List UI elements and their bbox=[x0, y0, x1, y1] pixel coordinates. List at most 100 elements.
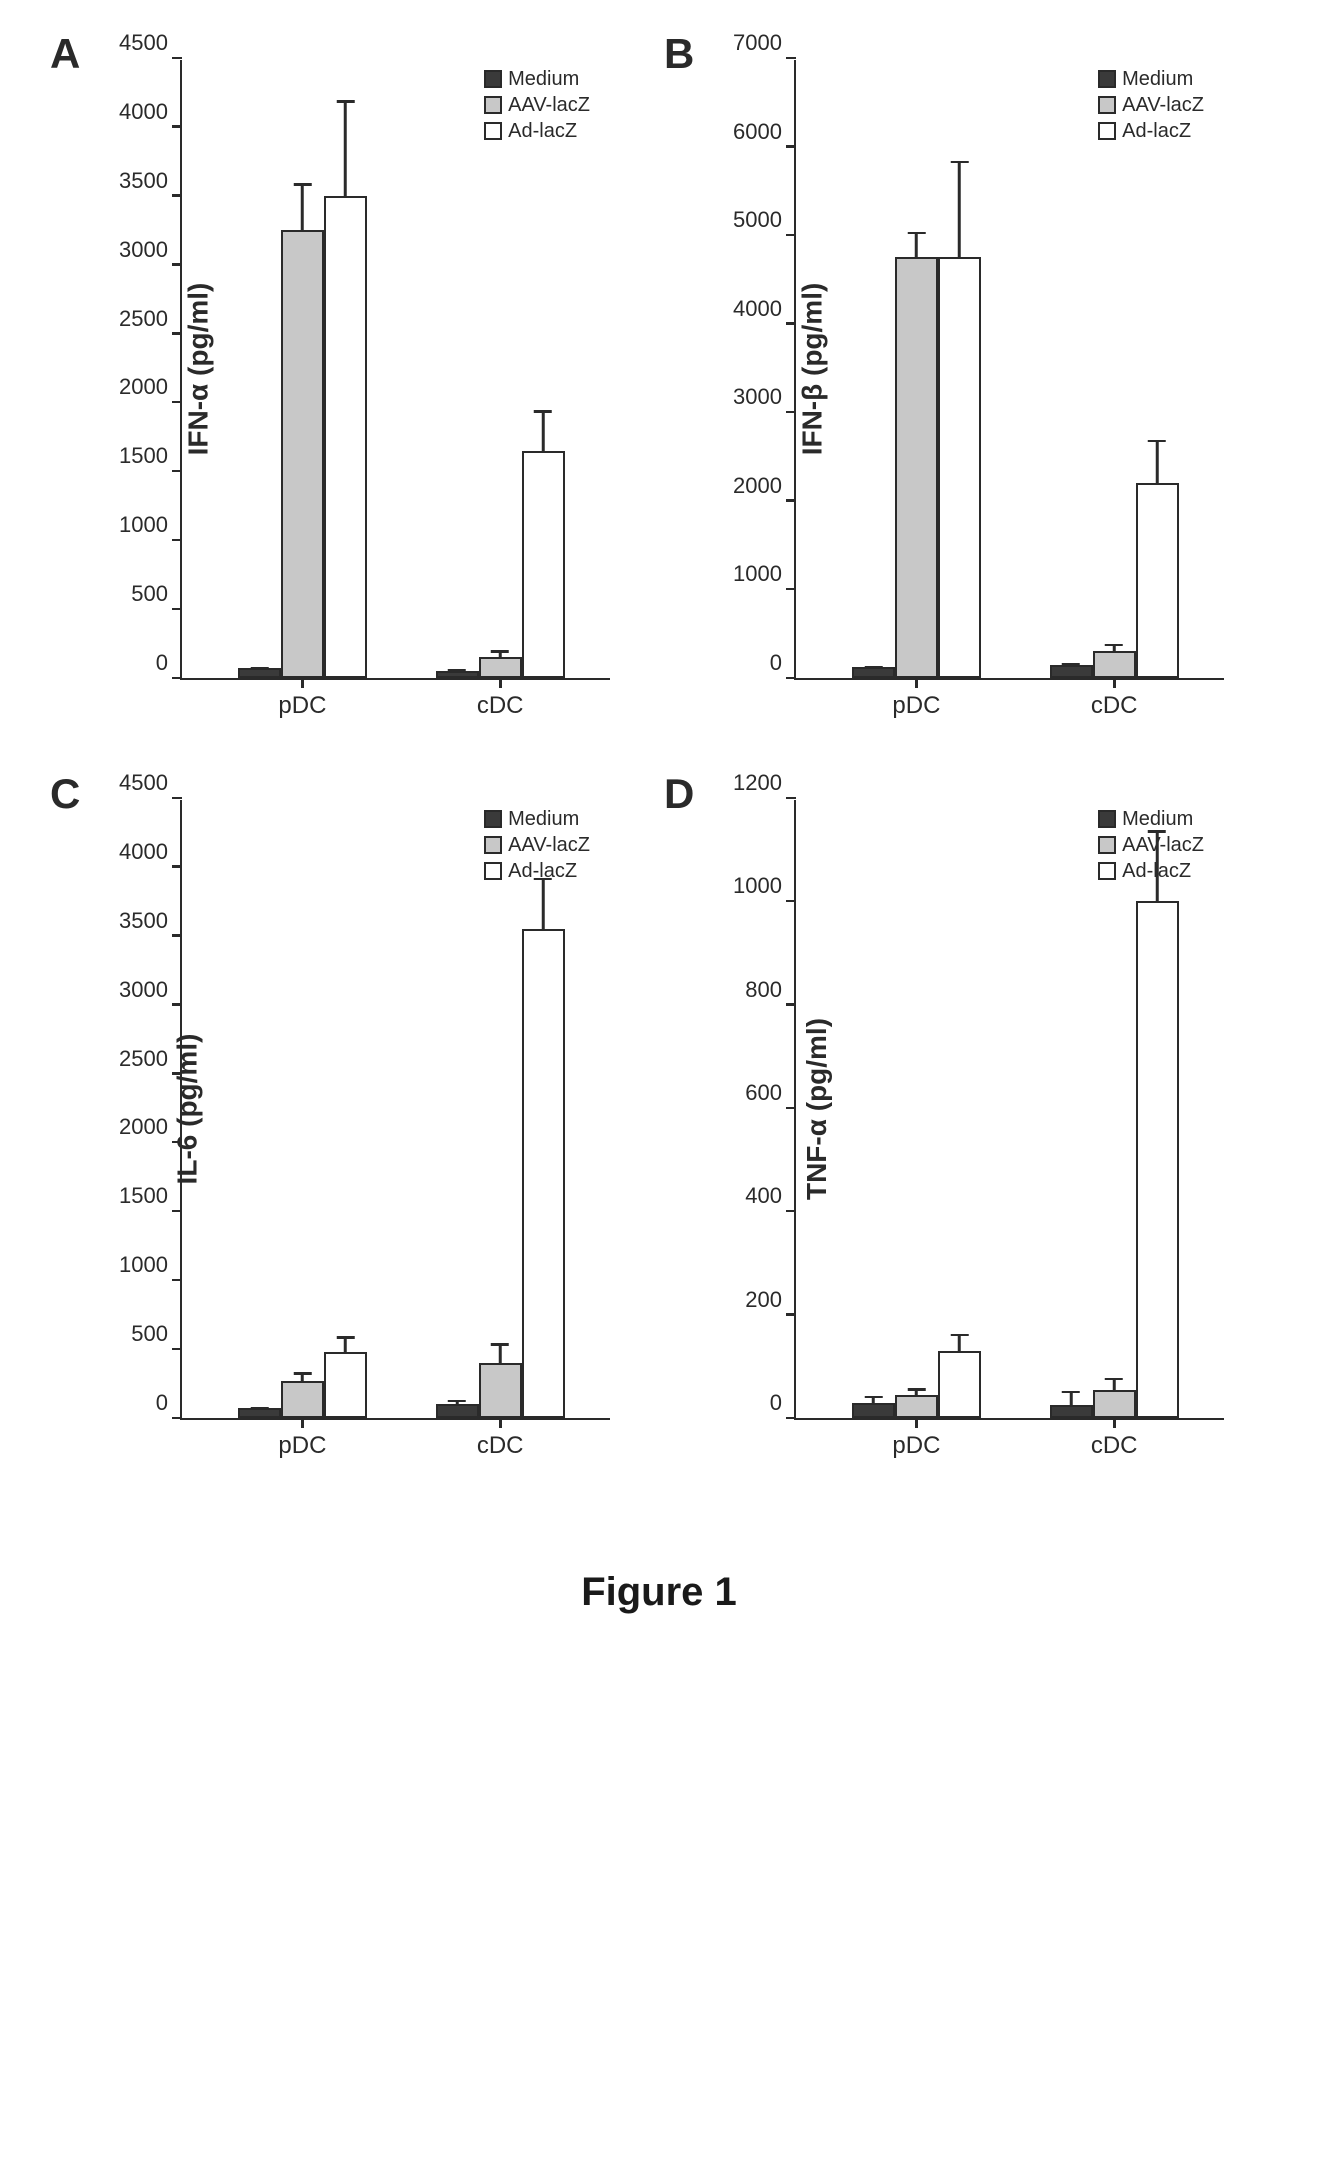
bar bbox=[479, 1363, 522, 1418]
y-tick-label: 1000 bbox=[733, 873, 782, 899]
y-tick-label: 4500 bbox=[119, 30, 168, 56]
bar bbox=[281, 230, 324, 678]
y-tick bbox=[172, 934, 182, 937]
y-tick bbox=[786, 499, 796, 502]
y-tick bbox=[172, 1348, 182, 1351]
error-cap bbox=[907, 1388, 925, 1391]
y-ticks: 050010001500200025003000350040004500 bbox=[172, 60, 182, 678]
x-tick bbox=[499, 1418, 502, 1428]
bar bbox=[522, 929, 565, 1418]
y-tick bbox=[172, 125, 182, 128]
bar bbox=[324, 196, 367, 678]
y-tick-label: 3000 bbox=[733, 384, 782, 410]
bar bbox=[938, 257, 981, 678]
y-tick-label: 2000 bbox=[119, 1114, 168, 1140]
y-tick bbox=[172, 865, 182, 868]
error-cap bbox=[1148, 830, 1166, 833]
y-tick-label: 2000 bbox=[733, 473, 782, 499]
x-tick-label: pDC bbox=[892, 1432, 940, 1460]
y-tick bbox=[786, 322, 796, 325]
error-bar bbox=[499, 651, 502, 659]
y-ticks: 050010001500200025003000350040004500 bbox=[172, 800, 182, 1418]
error-cap bbox=[448, 669, 466, 672]
y-tick bbox=[172, 1003, 182, 1006]
y-tick-label: 500 bbox=[131, 581, 168, 607]
error-cap bbox=[907, 232, 925, 235]
y-tick bbox=[786, 900, 796, 903]
y-tick-label: 3000 bbox=[119, 977, 168, 1003]
x-tick bbox=[301, 678, 304, 688]
y-tick bbox=[172, 1210, 182, 1213]
panel-D: D TNF-α (pg/ml)020040060080010001200pDCc… bbox=[674, 780, 1258, 1480]
y-tick-label: 1500 bbox=[119, 443, 168, 469]
error-cap bbox=[336, 1336, 354, 1339]
panel-A: A IFN-α (pg/ml)0500100015002000250030003… bbox=[60, 40, 644, 740]
error-cap bbox=[534, 410, 552, 413]
x-tick-label: pDC bbox=[892, 692, 940, 720]
bar bbox=[852, 1403, 895, 1419]
chart-B: IFN-β (pg/ml)010002000300040005000600070… bbox=[704, 60, 1258, 680]
x-tick-label: pDC bbox=[278, 1432, 326, 1460]
y-tick bbox=[786, 145, 796, 148]
y-tick-label: 5000 bbox=[733, 207, 782, 233]
error-cap bbox=[1062, 663, 1080, 666]
error-cap bbox=[1105, 644, 1123, 647]
error-bar bbox=[1156, 441, 1159, 485]
chart-C: IL-6 (pg/ml)0500100015002000250030003500… bbox=[90, 800, 644, 1420]
bar bbox=[852, 667, 895, 678]
error-cap bbox=[293, 183, 311, 186]
bar bbox=[1093, 1390, 1136, 1418]
bar bbox=[1136, 901, 1179, 1418]
error-cap bbox=[1148, 440, 1166, 443]
y-tick-label: 1000 bbox=[119, 1252, 168, 1278]
y-tick bbox=[172, 608, 182, 611]
y-tick-label: 0 bbox=[770, 1390, 782, 1416]
plot-area: IFN-α (pg/ml)050010001500200025003000350… bbox=[180, 60, 610, 680]
y-tick-label: 7000 bbox=[733, 30, 782, 56]
y-tick-label: 800 bbox=[745, 977, 782, 1003]
error-cap bbox=[534, 878, 552, 881]
error-bar bbox=[258, 1408, 261, 1411]
y-tick bbox=[786, 1210, 796, 1213]
x-tick-label: cDC bbox=[1091, 1432, 1138, 1460]
x-tick-label: cDC bbox=[477, 1432, 524, 1460]
bar bbox=[522, 451, 565, 678]
y-tick-label: 600 bbox=[745, 1080, 782, 1106]
bar bbox=[479, 657, 522, 678]
x-tick bbox=[301, 1418, 304, 1428]
panel-B: B IFN-β (pg/ml)0100020003000400050006000… bbox=[674, 40, 1258, 740]
plot-area: IFN-β (pg/ml)010002000300040005000600070… bbox=[794, 60, 1224, 680]
figure-grid: A IFN-α (pg/ml)0500100015002000250030003… bbox=[20, 20, 1298, 1520]
y-tick bbox=[786, 1003, 796, 1006]
figure-caption: Figure 1 bbox=[20, 1570, 1298, 1615]
x-tick bbox=[1113, 678, 1116, 688]
bar bbox=[1093, 651, 1136, 678]
y-ticks: 020040060080010001200 bbox=[786, 800, 796, 1418]
y-ticks: 01000200030004000500060007000 bbox=[786, 60, 796, 678]
error-bar bbox=[872, 667, 875, 670]
x-tick-label: cDC bbox=[477, 692, 524, 720]
y-tick-label: 1200 bbox=[733, 770, 782, 796]
y-tick bbox=[786, 411, 796, 414]
error-cap bbox=[250, 667, 268, 670]
y-tick bbox=[786, 234, 796, 237]
y-tick bbox=[172, 194, 182, 197]
y-tick bbox=[172, 401, 182, 404]
y-tick bbox=[172, 1072, 182, 1075]
plot-area: TNF-α (pg/ml)020040060080010001200pDCcDC… bbox=[794, 800, 1224, 1420]
error-bar bbox=[1113, 1379, 1116, 1392]
error-bar bbox=[344, 1337, 347, 1354]
x-tick-label: pDC bbox=[278, 692, 326, 720]
x-ticks: pDCcDC bbox=[796, 1418, 1224, 1428]
y-tick bbox=[786, 1313, 796, 1316]
error-cap bbox=[336, 100, 354, 103]
error-bar bbox=[301, 1373, 304, 1383]
error-cap bbox=[950, 161, 968, 164]
y-tick bbox=[786, 677, 796, 680]
error-bar bbox=[456, 670, 459, 673]
bars bbox=[182, 60, 610, 678]
y-tick bbox=[172, 1141, 182, 1144]
y-tick bbox=[786, 588, 796, 591]
y-tick-label: 400 bbox=[745, 1183, 782, 1209]
y-tick-label: 500 bbox=[131, 1321, 168, 1347]
